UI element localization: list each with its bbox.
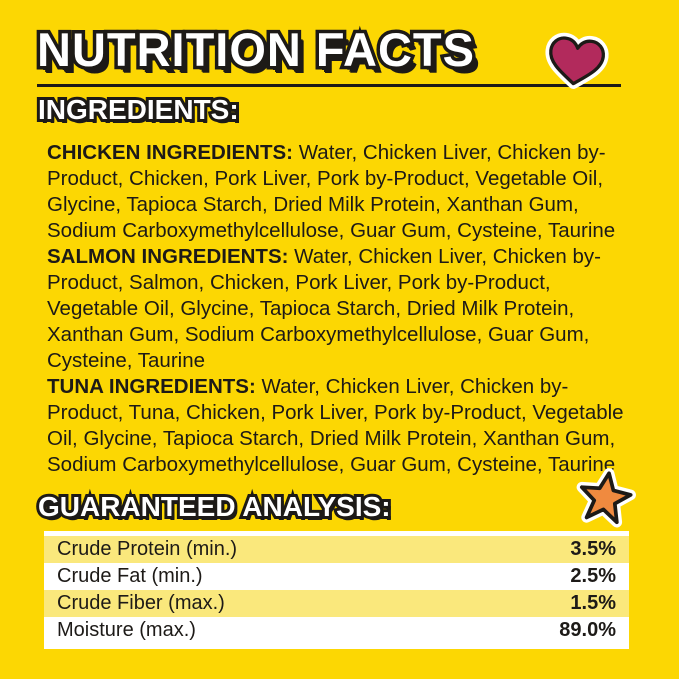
row-value: 2.5%: [570, 565, 616, 587]
ingredient-label: CHICKEN INGREDIENTS:: [47, 141, 294, 164]
table-row: Crude Fat (min.) 2.5%: [44, 563, 629, 590]
guaranteed-analysis-heading: GUARANTEED ANALYSIS:: [35, 488, 394, 525]
star-icon: [570, 464, 641, 535]
ingredient-text: Water, Chicken Liver, Chicken by-Product…: [47, 245, 602, 372]
ingredient-paragraph-salmon: SALMON INGREDIENTS: Water, Chicken Liver…: [47, 244, 643, 374]
row-label: Crude Protein (min.): [57, 538, 238, 560]
analysis-table: Crude Protein (min.) 3.5% Crude Fat (min…: [44, 531, 629, 649]
row-value: 89.0%: [559, 619, 616, 641]
ingredient-paragraph-chicken: CHICKEN INGREDIENTS: Water, Chicken Live…: [47, 140, 643, 244]
ingredient-paragraph-tuna: TUNA INGREDIENTS: Water, Chicken Liver, …: [47, 374, 643, 478]
table-row: Crude Fiber (max.) 1.5%: [44, 590, 629, 617]
title-underline: [37, 84, 621, 87]
ingredient-label: TUNA INGREDIENTS:: [47, 375, 256, 398]
row-label: Crude Fat (min.): [57, 565, 203, 587]
row-value: 3.5%: [570, 538, 616, 560]
row-value: 1.5%: [570, 592, 616, 614]
table-row: Moisture (max.) 89.0%: [44, 617, 629, 644]
page-title: NUTRITION FACTS: [34, 20, 478, 80]
ingredients-list: CHICKEN INGREDIENTS: Water, Chicken Live…: [47, 140, 643, 478]
ingredients-heading: INGREDIENTS:: [35, 91, 242, 128]
ingredient-text: Water, Chicken Liver, Chicken by-Product…: [47, 375, 624, 476]
ingredient-label: SALMON INGREDIENTS:: [47, 245, 289, 268]
table-row: Crude Protein (min.) 3.5%: [44, 536, 629, 563]
row-label: Moisture (max.): [57, 619, 196, 641]
row-label: Crude Fiber (max.): [57, 592, 225, 614]
heart-icon: [539, 26, 612, 98]
ingredient-text: Water, Chicken Liver, Chicken by-Product…: [47, 141, 616, 242]
